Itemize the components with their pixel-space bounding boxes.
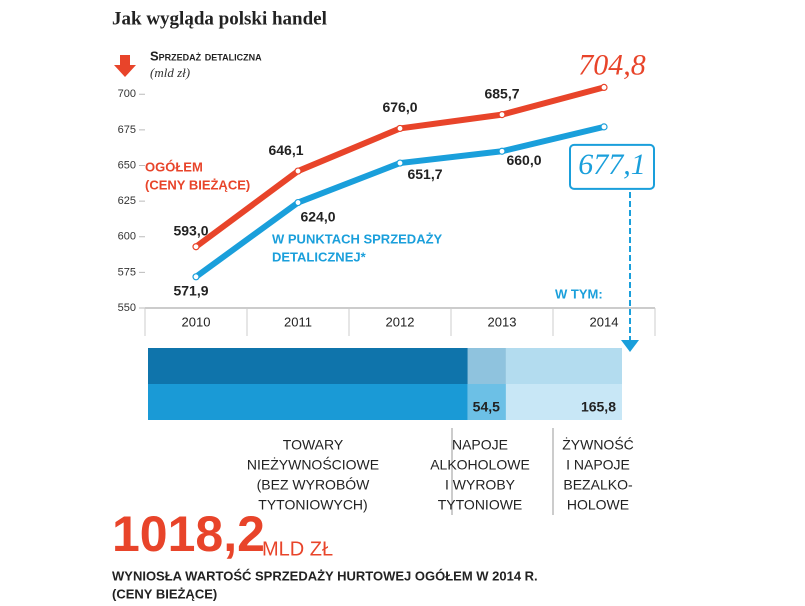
chart-subtitle: Sprzedaż detaliczna: [150, 48, 262, 63]
value-label: 676,0: [382, 99, 417, 115]
category-label: TOWARY: [283, 437, 344, 453]
footer-text: WYNIOSŁA WARTOŚĆ SPRZEDAŻY HURTOWEJ OGÓŁ…: [112, 568, 538, 583]
value-label: 624,0: [300, 208, 335, 224]
data-point: [294, 167, 302, 175]
legend-label: W PUNKTACH SPRZEDAŻY: [272, 231, 443, 246]
bar-segment-top: [505, 348, 622, 384]
category-label: TYTONIOWYCH): [258, 497, 367, 513]
down-arrow-icon: [114, 55, 136, 77]
bar-segment: [148, 384, 468, 420]
data-point: [498, 111, 506, 119]
category-label: TYTONIOWE: [438, 497, 523, 513]
y-tick-label: 550: [118, 302, 136, 314]
y-tick-label: 600: [118, 231, 136, 243]
bar-segment-top: [148, 348, 468, 384]
data-point: [396, 124, 404, 133]
category-label: I NAPOJE: [566, 457, 630, 473]
data-point: [294, 198, 302, 207]
bar-segment: [505, 384, 622, 420]
value-label: 571,9: [173, 282, 208, 298]
data-point: [600, 123, 608, 131]
x-tick-label: 2010: [182, 314, 211, 329]
value-label: 646,1: [268, 142, 303, 158]
y-tick-label: 650: [118, 159, 136, 171]
value-label: 660,0: [506, 152, 541, 168]
callout-arrowhead: [621, 340, 639, 352]
value-label: 704,8: [578, 48, 646, 81]
footer-text: (CENY BIEŻĄCE): [112, 586, 217, 601]
category-label: HOLOWE: [567, 497, 629, 513]
bar-segment-top: [467, 348, 506, 384]
data-point: [192, 243, 200, 251]
value-label: 685,7: [484, 85, 519, 101]
value-label: 651,7: [407, 166, 442, 182]
y-tick-label: 575: [118, 266, 136, 278]
x-tick-label: 2013: [488, 314, 517, 329]
x-tick-label: 2012: [386, 314, 415, 329]
category-label: (BEZ WYROBÓW: [257, 477, 371, 493]
legend-label: DETALICZNEJ*: [272, 249, 367, 264]
category-label: BEZALKO-: [563, 477, 633, 493]
x-tick-label: 2011: [284, 314, 312, 329]
legend-label: (CENY BIEŻĄCE): [145, 177, 250, 192]
unit-label: (mld zł): [150, 65, 190, 80]
value-label: 593,0: [173, 222, 208, 238]
data-point: [192, 273, 200, 281]
y-tick-label: 625: [118, 195, 136, 207]
annotation: W TYM:: [555, 286, 603, 301]
headline-unit: MLD ZŁ: [262, 538, 333, 560]
value-label: 677,1: [578, 148, 646, 181]
value-label: 54,5: [473, 399, 500, 415]
value-label: 165,8: [581, 399, 616, 415]
category-label: ALKOHOLOWE: [430, 457, 530, 473]
category-label: NAPOJE: [452, 437, 508, 453]
category-label: I WYROBY: [445, 477, 516, 493]
category-label: ŻYWNOŚĆ: [562, 436, 634, 453]
legend-label: OGÓŁEM: [145, 159, 203, 174]
data-point: [396, 159, 404, 167]
y-tick-label: 700: [118, 88, 136, 100]
bar-segment: [467, 384, 506, 420]
x-tick-label: 2014: [590, 314, 619, 329]
data-point: [600, 83, 608, 92]
y-tick-label: 675: [118, 124, 136, 136]
category-label: NIEŻYWNOŚCIOWE: [247, 456, 379, 473]
data-point: [498, 147, 506, 155]
headline-number: 1018,2: [112, 506, 265, 562]
value-callout-box: [569, 143, 655, 190]
chart-title: Jak wygląda polski handel: [112, 8, 327, 29]
